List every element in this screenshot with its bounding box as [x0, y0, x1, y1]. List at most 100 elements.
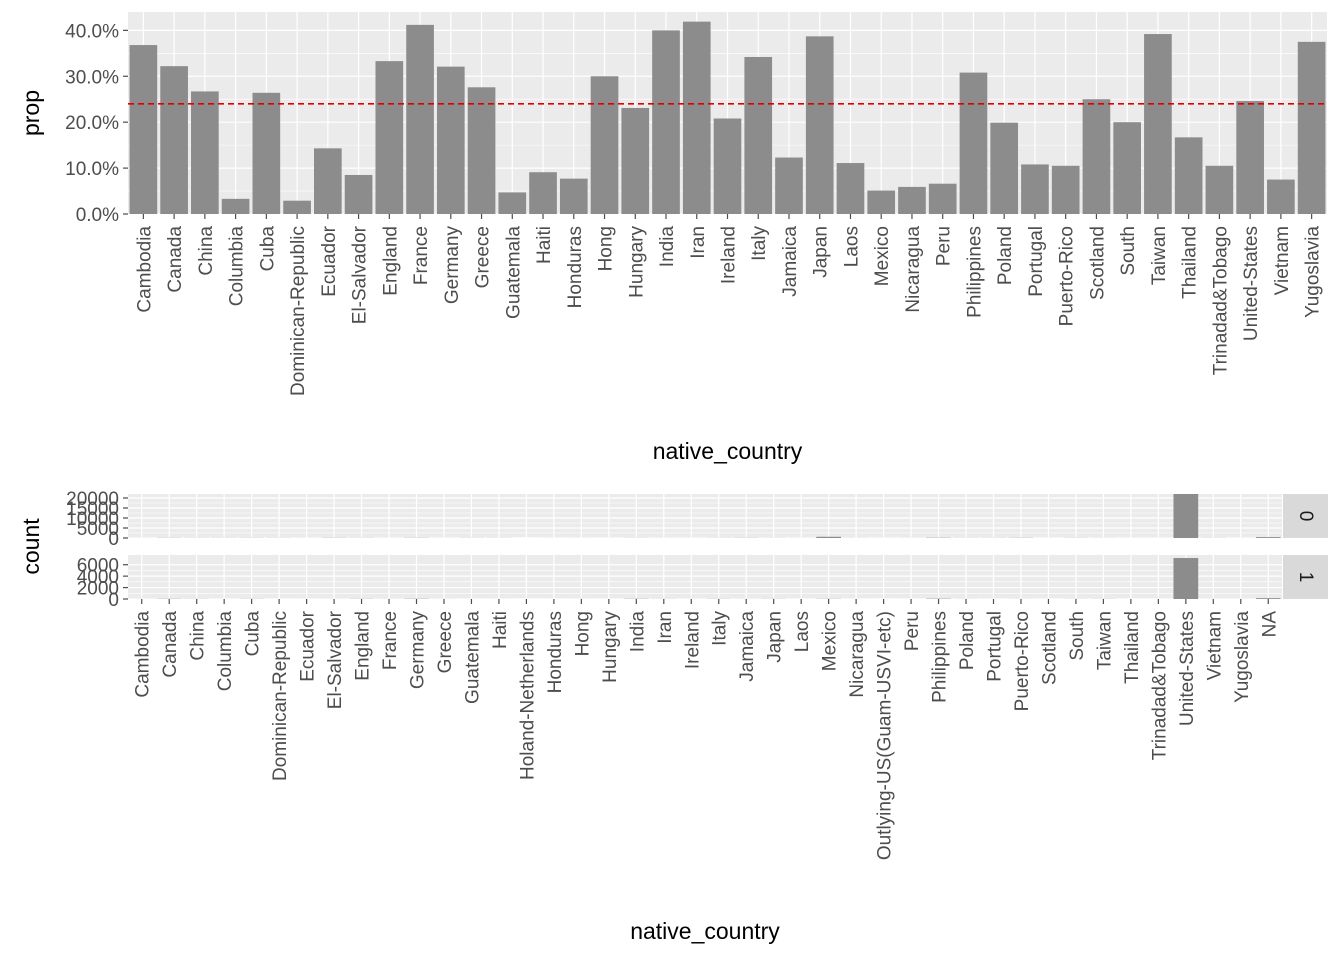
facet-strip — [1283, 555, 1328, 599]
bar-laos — [836, 163, 865, 214]
bar-italy — [744, 56, 773, 215]
bar-na — [1255, 598, 1281, 599]
facet-strip — [1283, 494, 1328, 538]
x-tick-label: El-Salvador — [325, 610, 346, 709]
bar-ireland — [713, 118, 742, 214]
x-tick-label: Outlying-US(Guam-USVI-etc) — [875, 611, 896, 860]
bar-guatemala — [498, 192, 527, 214]
x-tick-label: Japan — [811, 226, 832, 278]
x-tick-label: Japan — [765, 611, 786, 663]
bar-jamaica — [775, 157, 803, 214]
x-tick-label: Thailand — [1180, 226, 1201, 299]
plot-panel — [128, 555, 1282, 599]
y-tick-label: 0 — [108, 590, 119, 611]
bar-canada — [160, 66, 188, 214]
x-tick-label: Ireland — [719, 226, 740, 284]
x-tick-label: India — [657, 226, 678, 268]
x-tick-label: Honduras — [565, 226, 586, 308]
bar-hong — [590, 76, 619, 214]
x-tick-label: Nicaragua — [847, 611, 868, 698]
x-tick-label: Haiti — [534, 226, 555, 264]
facet-strip-label: 1 — [1295, 572, 1316, 583]
x-tick-label: Poland — [957, 611, 978, 670]
x-tick-label: Italy — [710, 611, 731, 646]
x-tick-label: Puerto-Rico — [1057, 226, 1078, 326]
x-axis-title: native_country — [630, 918, 780, 944]
x-tick-label: Portugal — [1026, 226, 1047, 297]
bar-mexico — [867, 190, 896, 214]
x-tick-label: Ecuador — [319, 225, 340, 296]
x-tick-label: England — [353, 611, 374, 681]
bar-haiti — [529, 172, 557, 214]
y-tick-label: 4000 — [77, 567, 119, 588]
x-tick-label: Taiwan — [1149, 226, 1170, 285]
x-tick-label: Guatemala — [503, 226, 524, 319]
bar-united-states — [1173, 558, 1199, 599]
x-axis-title: native_country — [653, 438, 803, 464]
x-tick-label: Puerto-Rico — [1012, 611, 1033, 711]
x-tick-label: China — [188, 611, 209, 661]
bar-south — [1113, 122, 1142, 214]
x-tick-label: El-Salvador — [350, 225, 371, 324]
x-tick-label: United-States — [1177, 611, 1198, 726]
bar-el-salvador — [344, 174, 373, 214]
y-tick-label: 30.0% — [65, 67, 119, 88]
bar-united-states — [1173, 494, 1199, 538]
bar-germany — [436, 66, 465, 214]
x-tick-label: Canada — [165, 226, 186, 293]
x-tick-label: China — [196, 226, 217, 276]
bar-france — [406, 24, 434, 214]
facet-strip-label: 0 — [1295, 511, 1316, 522]
y-tick-label: 2000 — [77, 579, 119, 600]
x-tick-label: Iran — [688, 226, 709, 259]
y-tick-label: 20000 — [66, 489, 119, 510]
x-tick-label: Greece — [473, 226, 494, 288]
x-tick-label: Jamaica — [737, 611, 758, 682]
bar-taiwan — [1144, 34, 1172, 214]
x-tick-label: England — [380, 226, 401, 296]
x-tick-label: Scotland — [1087, 226, 1108, 300]
bar-iran — [682, 21, 711, 214]
bar-england — [375, 61, 404, 214]
x-tick-label: Vietnam — [1272, 226, 1293, 295]
y-tick-label: 40.0% — [65, 21, 119, 42]
x-tick-label: South — [1118, 226, 1139, 276]
y-tick-label: 0.0% — [76, 205, 119, 226]
x-tick-label: Trinadad&Tobago — [1210, 226, 1231, 375]
x-tick-label: United-States — [1241, 226, 1262, 341]
x-tick-label: Yugoslavia — [1232, 611, 1253, 703]
bar-vietnam — [1267, 179, 1295, 214]
y-tick-label: 6000 — [77, 556, 119, 577]
y-tick-label: 15000 — [66, 499, 119, 520]
x-tick-label: Nicaragua — [903, 226, 924, 313]
x-tick-label: Germany — [442, 226, 463, 305]
x-tick-label: Vietnam — [1204, 611, 1225, 680]
x-tick-label: Hong — [572, 611, 593, 656]
x-tick-label: Hungary — [600, 611, 621, 683]
x-tick-label: Germany — [408, 611, 429, 690]
x-tick-label: Greece — [435, 611, 456, 673]
x-tick-label: Cuba — [257, 226, 278, 272]
x-tick-label: Dominican-Republic — [270, 611, 291, 781]
bar-united-states — [1236, 101, 1264, 214]
count-chart: 05000100001500020000002000400060001Cambo… — [18, 489, 1328, 944]
x-tick-label: Ireland — [682, 611, 703, 669]
x-tick-label: Cambodia — [134, 226, 155, 313]
bar-honduras — [559, 178, 588, 214]
x-tick-label: France — [411, 226, 432, 285]
bar-japan — [805, 36, 834, 214]
bar-puerto-rico — [1051, 165, 1080, 214]
bar-nicaragua — [898, 186, 926, 214]
x-tick-label: Ecuador — [298, 610, 319, 681]
x-tick-label: Cuba — [243, 611, 264, 657]
bar-cuba — [252, 92, 281, 214]
bar-mexico — [816, 536, 842, 538]
x-tick-label: France — [380, 611, 401, 670]
x-tick-label: Iran — [655, 611, 676, 644]
bar-dominican-republic — [283, 200, 311, 214]
x-tick-label: Jamaica — [780, 226, 801, 297]
x-tick-label: Columbia — [227, 226, 248, 307]
bar-china — [191, 91, 219, 214]
